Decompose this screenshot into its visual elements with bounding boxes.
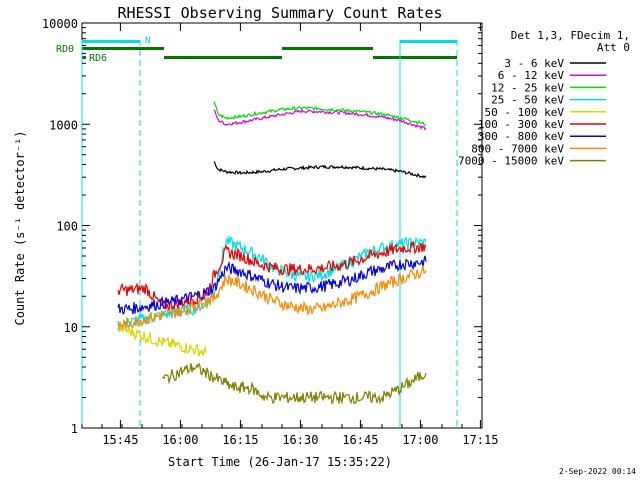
series-line-4 <box>117 236 427 332</box>
legend-label-3: 12 - 25 keV <box>491 81 564 94</box>
x-tick-label-1: 15:45 <box>102 433 138 447</box>
legend-label-5: 50 - 100 keV <box>485 106 565 119</box>
rd0-bar-1 <box>82 47 164 50</box>
x-axis-label: Start Time (26-Jan-17 15:35:22) <box>168 455 392 469</box>
n-label: N <box>145 36 150 46</box>
x-tick-label-4: 16:30 <box>282 433 318 447</box>
plot-area <box>81 22 483 429</box>
legend-label-6: 100 - 300 keV <box>478 118 564 131</box>
series-line-3 <box>213 101 427 126</box>
rd6-marker <box>82 56 86 59</box>
rd6-bar-1 <box>164 56 282 59</box>
x-tick-label-3: 16:15 <box>222 433 258 447</box>
y-tick-label-5: 10000 <box>42 17 78 31</box>
legend-header-2: Att 0 <box>597 41 630 54</box>
y-axis-label: Count Rate (s⁻¹ detector⁻¹) <box>13 130 27 325</box>
rd0-label: RD0 <box>56 44 74 55</box>
date-stamp: 2-Sep-2022 00:14 <box>559 467 636 476</box>
legend-header-1: Det 1,3, FDecim 1, <box>511 29 630 42</box>
state-bars: RD0 RD6 N <box>56 36 457 64</box>
rd6-label: RD6 <box>89 53 107 64</box>
series-line-7 <box>117 255 427 315</box>
legend-label-4: 25 - 50 keV <box>491 94 564 107</box>
legend-label-9: 7000 - 15000 keV <box>458 155 564 168</box>
series-line-5 <box>117 323 207 357</box>
rd6-bar-2 <box>373 56 457 59</box>
x-tick-label-6: 17:00 <box>402 433 438 447</box>
series-line-6 <box>117 241 427 312</box>
y-tick-label-2: 10 <box>64 321 78 335</box>
y-tick-label-3: 100 <box>56 220 78 234</box>
series-line-9 <box>161 362 427 405</box>
rd0-bar-2 <box>282 47 373 50</box>
x-tick-label-2: 16:00 <box>162 433 198 447</box>
n-bar-2 <box>400 40 457 43</box>
n-bar-1 <box>82 40 140 43</box>
legend-label-7: 300 - 800 keV <box>478 130 564 143</box>
y-tick-label-4: 1000 <box>49 118 78 132</box>
night-boundaries <box>81 40 458 428</box>
series-line-2 <box>213 108 427 131</box>
x-tick-label-7: 17:15 <box>462 433 498 447</box>
legend-label-8: 800 - 7000 keV <box>471 142 564 155</box>
legend-label-2: 6 - 12 keV <box>498 69 565 82</box>
axes: 15:45 16:00 16:15 16:30 16:45 17:00 17:15 1 10 10… <box>42 17 499 447</box>
legend-label-1: 3 - 6 keV <box>504 57 564 70</box>
series-line-1 <box>213 161 427 179</box>
series-line-8 <box>117 265 427 330</box>
series-lines <box>117 101 427 405</box>
chart-title: RHESSI Observing Summary Count Rates <box>117 4 442 22</box>
x-tick-label-5: 16:45 <box>342 433 378 447</box>
y-tick-label-1: 1 <box>71 422 78 436</box>
plot-frame <box>81 22 483 429</box>
